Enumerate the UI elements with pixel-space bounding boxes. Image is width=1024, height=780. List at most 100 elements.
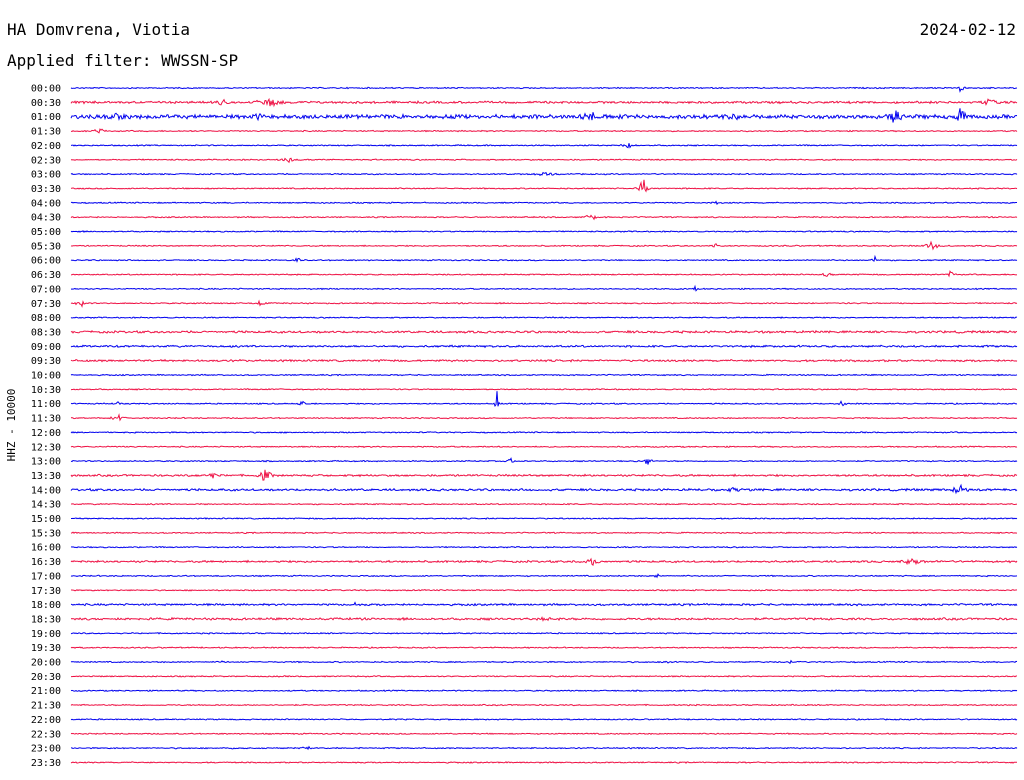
time-tick-label: 12:00 (31, 428, 61, 439)
seismic-trace-line (70, 703, 1018, 707)
seismic-trace-line (71, 588, 1018, 592)
seismic-trace-line (70, 373, 1018, 377)
y-axis-label: HHZ - 10000 (5, 389, 18, 462)
seismic-trace-line (70, 469, 1018, 481)
time-tick-label: 13:00 (31, 457, 61, 468)
time-tick-label: 16:30 (31, 557, 61, 568)
seismic-trace-line (70, 214, 1018, 221)
time-tick-label: 08:30 (31, 327, 61, 338)
time-tick-label: 11:00 (31, 399, 61, 410)
time-tick-label: 07:30 (31, 299, 61, 310)
time-tick-label: 06:30 (31, 270, 61, 281)
seismic-trace-line (70, 631, 1018, 635)
time-tick-label: 23:30 (31, 758, 61, 769)
seismic-trace-line (70, 240, 1018, 251)
seismic-trace-line (70, 573, 1018, 579)
time-tick-label: 18:00 (31, 600, 61, 611)
station-title: HA Domvrena, Viotia (7, 20, 191, 39)
time-tick-label: 14:00 (31, 485, 61, 496)
seismic-trace-line (70, 717, 1018, 721)
time-tick-label: 06:00 (31, 256, 61, 267)
time-tick-label: 05:30 (31, 241, 61, 252)
time-tick-label: 08:00 (31, 313, 61, 324)
plot-date: 2024-02-12 (919, 20, 1016, 39)
seismic-trace-line (70, 299, 1018, 308)
seismic-trace-line (70, 86, 1018, 93)
time-tick-label: 20:30 (31, 672, 61, 683)
time-tick-label: 16:00 (31, 543, 61, 554)
seismic-trace-line (70, 732, 1018, 736)
seismic-trace-line (70, 445, 1018, 449)
seismic-trace-line (70, 230, 1018, 233)
seismic-trace-line (70, 431, 1018, 434)
time-tick-label: 11:30 (31, 414, 61, 425)
time-tick-label: 17:00 (31, 571, 61, 582)
seismic-trace-line (70, 601, 1018, 607)
time-tick-label: 07:00 (31, 284, 61, 295)
seismic-trace-line (70, 157, 1018, 164)
seismic-trace-line (71, 675, 1017, 678)
seismic-trace-line (71, 502, 1018, 506)
seismic-trace-line (70, 388, 1018, 391)
seismic-trace-line (70, 358, 1018, 363)
seismic-trace-line (70, 143, 1018, 149)
seismic-trace-line (70, 254, 1018, 263)
time-tick-label: 04:00 (31, 198, 61, 209)
seismic-trace-line (70, 391, 1018, 408)
seismic-trace-line (70, 128, 1018, 134)
trace-rows: 00:00 00:30 01:00 01:30 02:00 02:30 03:00 03:30… (31, 84, 1018, 769)
time-tick-label: 02:00 (31, 141, 61, 152)
seismic-trace-line (70, 646, 1018, 649)
seismic-trace-line (70, 270, 1018, 278)
seismic-trace-line (70, 557, 1018, 566)
time-tick-label: 01:30 (31, 127, 61, 138)
filter-label: Applied filter: WWSSN-SP (7, 51, 239, 70)
time-tick-label: 17:30 (31, 586, 61, 597)
seismic-trace-line (70, 483, 1018, 495)
seismic-trace-line (71, 517, 1018, 520)
time-tick-label: 21:00 (31, 686, 61, 697)
time-tick-label: 14:30 (31, 500, 61, 511)
time-tick-label: 00:00 (31, 84, 61, 95)
time-tick-label: 04:30 (31, 213, 61, 224)
seismic-trace-line (70, 97, 1018, 108)
seismic-trace-line (70, 284, 1018, 292)
seismic-trace-line (70, 171, 1018, 177)
seismic-trace-line (70, 200, 1017, 206)
seismic-trace-line (70, 761, 1017, 764)
time-tick-label: 10:00 (31, 371, 61, 382)
seismic-trace-line (70, 659, 1018, 665)
time-tick-label: 22:00 (31, 715, 61, 726)
time-tick-label: 03:00 (31, 170, 61, 181)
seismic-trace-line (70, 616, 1018, 622)
time-tick-label: 13:30 (31, 471, 61, 482)
time-tick-label: 19:00 (31, 629, 61, 640)
time-tick-label: 18:30 (31, 614, 61, 625)
seismic-trace-line (70, 329, 1017, 334)
time-tick-label: 03:30 (31, 184, 61, 195)
time-tick-label: 19:30 (31, 643, 61, 654)
time-tick-label: 09:00 (31, 342, 61, 353)
seismic-trace-line (70, 457, 1018, 465)
seismic-trace-line (70, 108, 1018, 123)
seismic-trace-line (70, 413, 1018, 422)
time-tick-label: 22:30 (31, 729, 61, 740)
seismic-trace-line (70, 316, 1018, 319)
seismic-trace-line (71, 745, 1018, 751)
time-tick-label: 15:00 (31, 514, 61, 525)
time-tick-label: 05:00 (31, 227, 61, 238)
seismic-trace-line (70, 344, 1018, 349)
time-tick-label: 15:30 (31, 528, 61, 539)
time-tick-label: 10:30 (31, 385, 61, 396)
time-tick-label: 02:30 (31, 155, 61, 166)
time-tick-label: 09:30 (31, 356, 61, 367)
time-tick-label: 23:00 (31, 744, 61, 755)
seismic-trace-line (70, 179, 1018, 193)
time-tick-label: 01:00 (31, 112, 61, 123)
seismic-trace-line (70, 689, 1018, 693)
time-tick-label: 21:30 (31, 701, 61, 712)
seismic-trace-line (70, 545, 1018, 549)
time-tick-label: 20:00 (31, 658, 61, 669)
seismic-trace-line (70, 531, 1018, 535)
